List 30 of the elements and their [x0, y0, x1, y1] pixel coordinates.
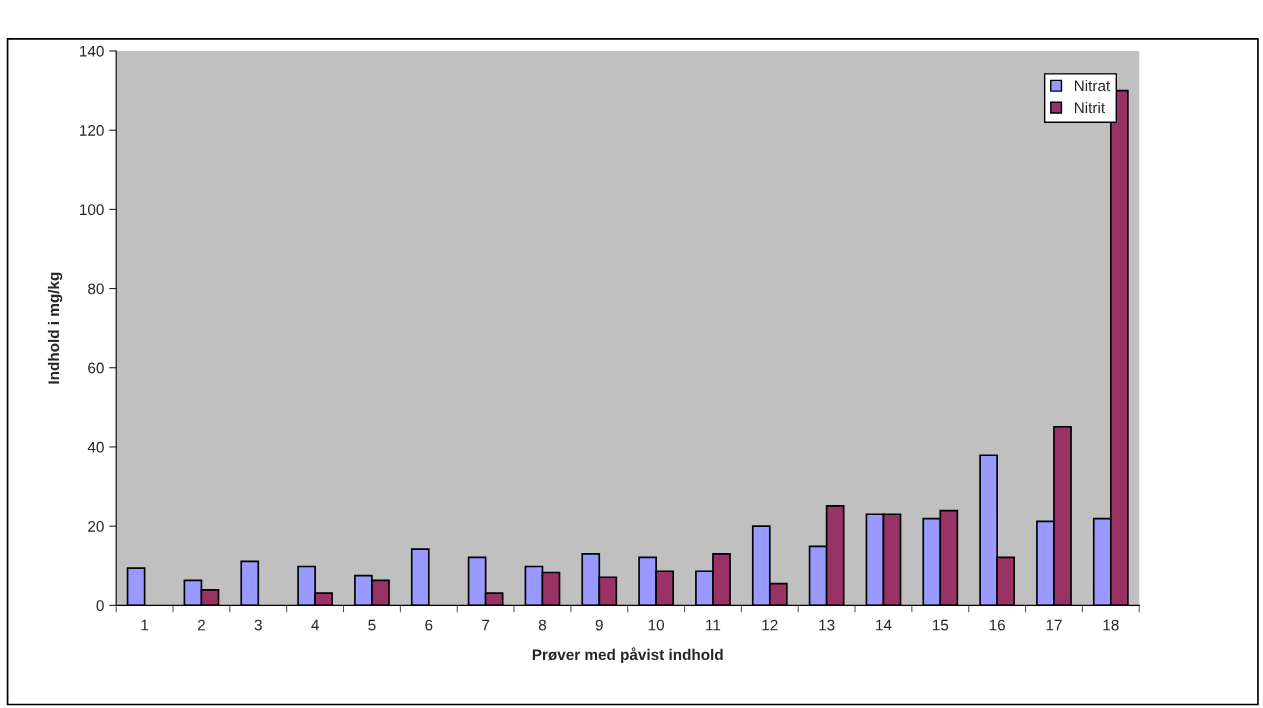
x-tick-label: 16: [989, 619, 1005, 631]
y-tick-label: 80: [88, 283, 104, 295]
y-axis-title: Indhold i mg/kg: [47, 272, 63, 384]
legend-label: Nitrat: [1074, 80, 1111, 92]
y-tick-label: 40: [87, 441, 104, 453]
x-tick-label: 6: [425, 619, 433, 631]
x-tick-label: 4: [311, 619, 319, 631]
x-tick-label: 11: [706, 619, 721, 631]
x-tick-label: 15: [932, 619, 949, 631]
y-tick-label: 20: [88, 521, 104, 532]
x-tick-label: 5: [368, 619, 376, 631]
x-tick-label: 3: [254, 619, 262, 631]
x-tick-label: 12: [762, 619, 778, 631]
x-tick-label: 17: [1046, 619, 1062, 631]
x-tick-label: 10: [648, 619, 665, 631]
x-tick-label: 8: [538, 619, 547, 631]
x-tick-label: 9: [595, 619, 603, 631]
y-tick-label: 140: [80, 45, 104, 57]
x-tick-label: 18: [1103, 619, 1119, 631]
legend-label: Nitrit: [1074, 101, 1105, 114]
y-tick-label: 100: [80, 204, 104, 216]
x-tick-label: 1: [141, 619, 149, 631]
x-tick-label: 13: [819, 619, 835, 631]
x-tick-label: 2: [197, 619, 205, 631]
x-axis-title: Prøver med påvist indhold: [532, 647, 723, 664]
y-tick-label: 0: [96, 600, 104, 612]
y-tick-label: 120: [80, 125, 104, 136]
x-tick-label: 7: [482, 619, 490, 631]
y-tick-label: 60: [88, 362, 104, 374]
x-tick-label: 14: [876, 619, 892, 631]
